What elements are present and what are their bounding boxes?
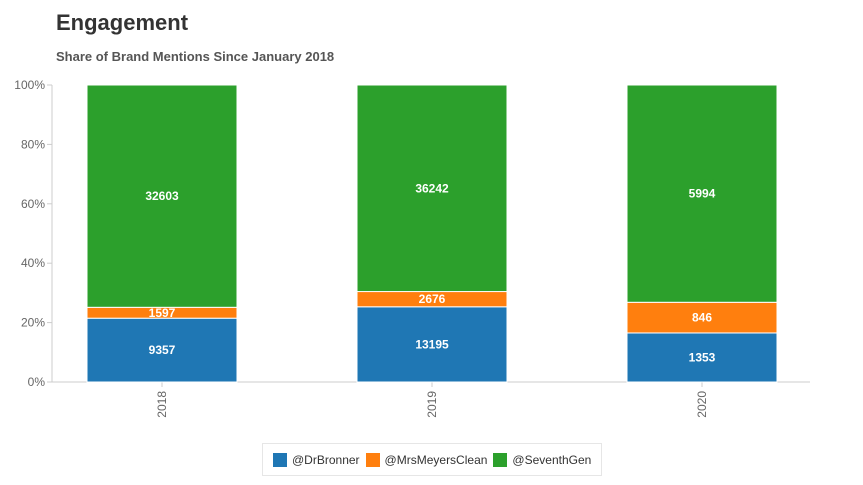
data-label: 36242 <box>415 181 449 195</box>
legend-item[interactable]: @SeventhGen <box>493 452 592 467</box>
x-axis: 2018 2019 2020 <box>52 381 810 418</box>
legend: @DrBronner @MrsMeyersClean @SeventhGen <box>262 443 602 476</box>
legend-item[interactable]: @MrsMeyersClean <box>365 452 488 467</box>
chart-title: Engagement <box>56 10 189 35</box>
data-label: 1353 <box>689 350 716 364</box>
y-tick-label: 100% <box>14 78 45 92</box>
legend-label: @DrBronner <box>292 452 360 467</box>
y-tick-label: 80% <box>21 137 45 151</box>
data-label: 846 <box>692 311 712 325</box>
bar-labels: 9357 1597 32603 13195 2676 36242 1353 846 5994 <box>145 181 715 364</box>
bar-segment <box>86 317 238 383</box>
data-label: 32603 <box>145 189 179 203</box>
legend-swatch <box>365 452 380 467</box>
y-tick-label: 20% <box>21 316 45 330</box>
legend-item[interactable]: @DrBronner <box>273 452 360 467</box>
data-label: 1597 <box>149 306 176 320</box>
x-tick-label: 2019 <box>425 391 439 418</box>
legend-label: @MrsMeyersClean <box>384 452 488 467</box>
data-label: 13195 <box>415 337 449 351</box>
y-axis: 0% 20% 40% 60% 80% 100% <box>14 78 53 389</box>
data-label: 5994 <box>689 187 716 201</box>
legend-label: @SeventhGen <box>512 452 592 467</box>
y-tick-label: 40% <box>21 256 45 270</box>
bar-segment <box>86 84 238 308</box>
x-tick-label: 2020 <box>695 391 709 418</box>
bar-segment <box>356 306 508 383</box>
y-tick-label: 0% <box>28 375 46 389</box>
stacked-bar-chart: 0% 20% 40% 60% 80% 100% 2018 2019 2020 9357 1597… <box>14 78 810 418</box>
y-tick-label: 60% <box>21 197 45 211</box>
legend-swatch <box>273 452 287 467</box>
bar-segment <box>626 332 778 383</box>
chart-subtitle: Share of Brand Mentions Since January 20… <box>56 49 335 64</box>
legend-swatch <box>493 452 508 467</box>
data-label: 2676 <box>419 292 446 306</box>
x-tick-label: 2018 <box>155 391 169 418</box>
bar-segment <box>356 84 508 293</box>
data-label: 9357 <box>149 343 176 357</box>
bars <box>86 84 778 383</box>
bar-segment <box>626 84 778 303</box>
